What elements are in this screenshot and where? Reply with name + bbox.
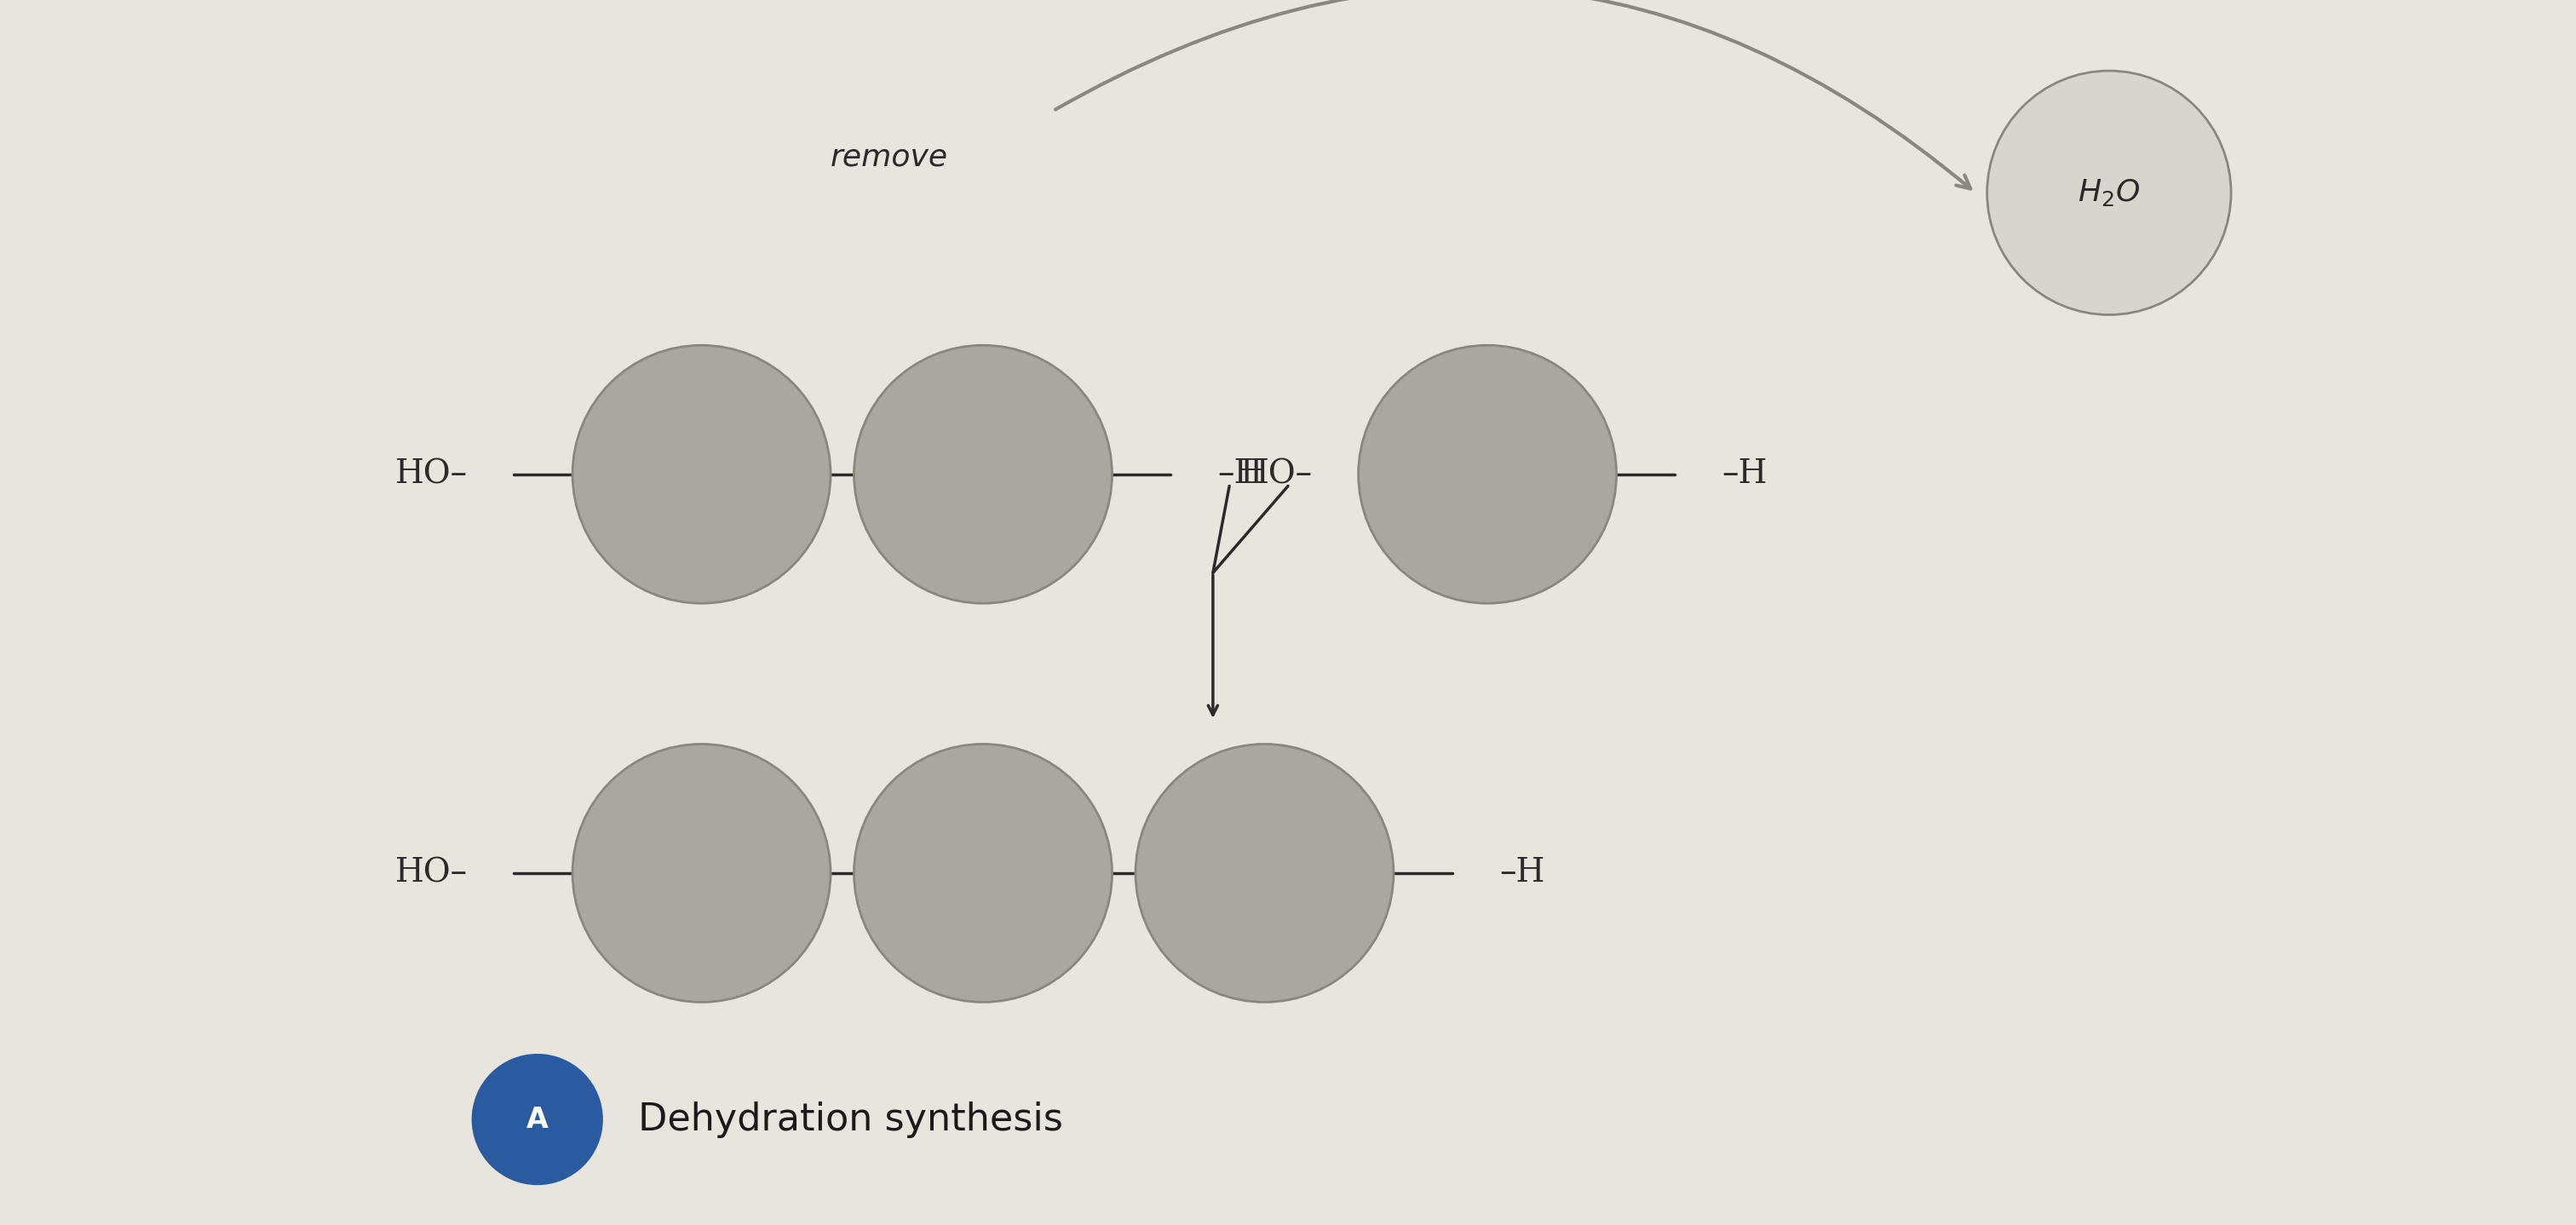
Text: –H: –H bbox=[1721, 458, 1767, 490]
Text: A: A bbox=[526, 1105, 549, 1133]
Text: HO–: HO– bbox=[397, 857, 469, 889]
Circle shape bbox=[1358, 345, 1615, 604]
Circle shape bbox=[471, 1054, 603, 1185]
Text: –H: –H bbox=[1218, 458, 1262, 490]
Circle shape bbox=[1986, 71, 2231, 315]
Circle shape bbox=[855, 345, 1113, 604]
Text: –H: –H bbox=[1499, 857, 1546, 889]
Circle shape bbox=[855, 744, 1113, 1002]
Text: $H_2O$: $H_2O$ bbox=[2079, 178, 2141, 208]
Text: HO–: HO– bbox=[397, 458, 469, 490]
Text: HO–: HO– bbox=[1239, 458, 1314, 490]
Text: remove: remove bbox=[829, 143, 948, 172]
Circle shape bbox=[1136, 744, 1394, 1002]
Text: Dehydration synthesis: Dehydration synthesis bbox=[626, 1101, 1064, 1138]
Circle shape bbox=[572, 744, 829, 1002]
Circle shape bbox=[572, 345, 829, 604]
